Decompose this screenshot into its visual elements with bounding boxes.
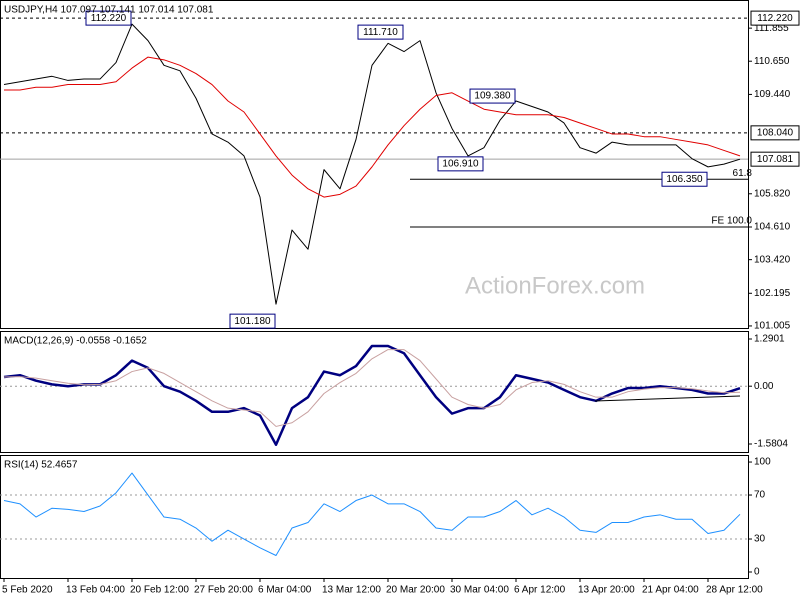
annotation-box	[437, 156, 484, 172]
macd-trendline	[594, 395, 741, 402]
annotation-box	[661, 171, 708, 187]
x-tick-label: 5 Feb 2020	[2, 585, 53, 596]
annotation-label: 106.350	[666, 174, 703, 185]
x-tick-label: 27 Feb 20:00	[194, 585, 253, 596]
series-line	[3, 23, 741, 305]
level-box	[750, 151, 800, 167]
level-box	[750, 10, 800, 26]
annotation-label: 106.910	[442, 159, 479, 170]
panel-title: MACD(12,26,9) -0.0558 -0.1652	[4, 336, 147, 347]
y-tick-label: -1.5804	[754, 439, 788, 450]
x-tick-label: 28 Apr 12:00	[706, 585, 763, 596]
x-tick-label: 21 Apr 04:00	[642, 585, 699, 596]
panel-title: USDJPY,H4 107.097 107.141 107.014 107.08…	[4, 5, 214, 16]
series-line	[4, 56, 741, 198]
annotation-box	[229, 313, 276, 329]
y-tick-label: 102.195	[754, 288, 791, 299]
panel-frame	[0, 331, 749, 453]
panel-frame	[0, 0, 749, 329]
watermark: ActionForex.com	[465, 272, 645, 299]
y-tick-label: 104.610	[754, 222, 791, 233]
x-tick-label: 13 Apr 20:00	[578, 585, 635, 596]
level-label: 108.040	[757, 127, 794, 138]
annotation-box	[357, 24, 404, 40]
x-tick-label: 20 Feb 12:00	[130, 585, 189, 596]
x-tick-label: 13 Mar 12:00	[322, 585, 381, 596]
level-label: 112.220	[757, 13, 793, 24]
fib-label: 61.8	[733, 168, 753, 179]
y-tick-label: 1.2901	[754, 334, 785, 345]
series-line	[3, 349, 741, 427]
y-tick-label: 101.005	[754, 321, 791, 332]
y-tick-label: 70	[754, 490, 766, 501]
x-tick-label: 13 Feb 04:00	[66, 585, 125, 596]
y-tick-label: 111.855	[754, 23, 789, 34]
annotation-box	[469, 88, 516, 104]
series-line	[3, 472, 741, 557]
y-tick-label: 30	[754, 534, 766, 545]
x-tick-label: 6 Mar 04:00	[258, 585, 312, 596]
annotation-label: 112.220	[91, 13, 127, 24]
annotation-label: 101.180	[234, 316, 271, 327]
level-box	[750, 125, 800, 141]
y-tick-label: 0	[754, 567, 760, 578]
y-tick-label: 0.00	[754, 381, 774, 392]
annotation-box	[85, 10, 132, 26]
y-tick-label: 110.650	[754, 56, 790, 67]
x-tick-label: 20 Mar 20:00	[386, 585, 445, 596]
fib-label: FE 100.0	[711, 216, 752, 227]
y-tick-label: 105.820	[754, 188, 791, 199]
panel-title: RSI(14) 52.4657	[4, 460, 78, 471]
y-tick-label: 103.420	[754, 254, 791, 265]
x-tick-label: 30 Mar 04:00	[450, 585, 509, 596]
y-tick-label: 100	[754, 457, 771, 468]
level-label: 107.081	[757, 154, 794, 165]
x-tick-label: 6 Apr 12:00	[514, 585, 566, 596]
annotation-label: 111.710	[363, 27, 398, 38]
series-line	[3, 344, 741, 446]
y-tick-label: 109.440	[754, 89, 791, 100]
panel-frame	[0, 455, 749, 579]
annotation-label: 109.380	[474, 91, 511, 102]
